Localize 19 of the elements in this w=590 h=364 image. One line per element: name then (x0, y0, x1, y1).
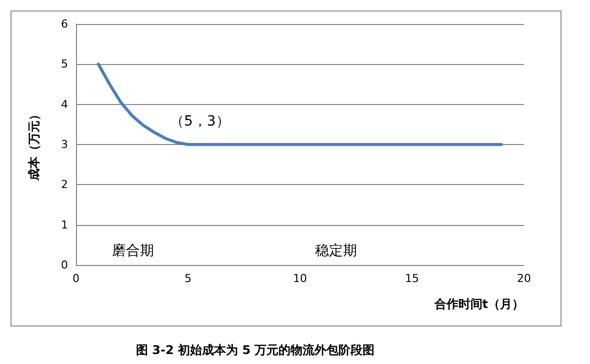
x-tick-label: 15 (405, 272, 419, 285)
y-tick-label: 6 (61, 18, 68, 30)
y-tick-label: 1 (61, 218, 68, 232)
x-tick-label: 0 (72, 272, 80, 285)
y-tick-label: 3 (61, 138, 68, 151)
x-tick-label: 20 (517, 272, 531, 285)
x-tick-label: 10 (293, 272, 307, 285)
y-tick-label: 2 (61, 178, 68, 192)
line-series (96, 62, 504, 146)
text: 图 3-2 初始成本为 5 万元的物流外包阶段图 (136, 343, 375, 357)
y-tick-label: 0 (61, 258, 68, 272)
annotation: 磨合期 (112, 243, 154, 259)
x-axis-title: 合作时间t（月） (433, 297, 524, 311)
annotation: （5，3） (170, 114, 230, 130)
y-tick-label: 4 (61, 98, 68, 111)
y-axis-title: 成本（万元） (27, 108, 41, 182)
y-tick-label: 5 (61, 58, 68, 71)
x-tick-label: 5 (184, 272, 192, 285)
annotation: 稳定期 (315, 243, 357, 259)
